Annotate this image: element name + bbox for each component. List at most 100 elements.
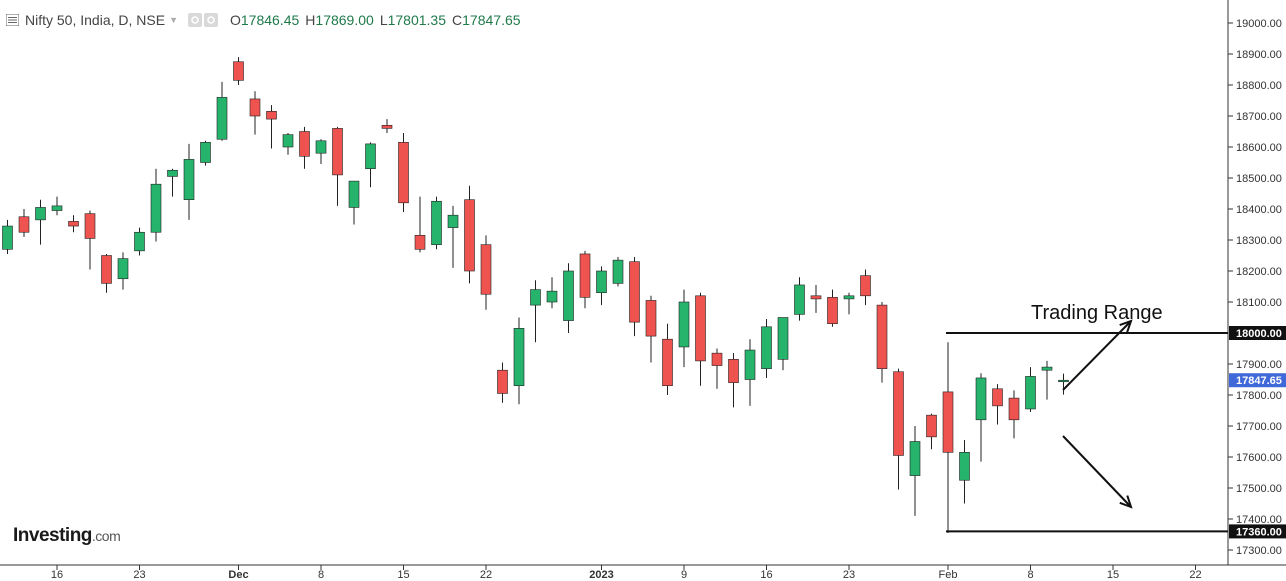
- candle-up[interactable]: [447, 214, 459, 228]
- y-tick-label: 17700.00: [1236, 421, 1282, 433]
- chevron-down-icon[interactable]: ▼: [169, 15, 178, 25]
- x-tick-label: 8: [1027, 569, 1033, 581]
- candle-up[interactable]: [761, 326, 772, 369]
- candle-up[interactable]: [183, 159, 195, 200]
- candle-up[interactable]: [282, 134, 294, 148]
- candle-up[interactable]: [959, 452, 970, 481]
- y-tick-label: 18600.00: [1236, 142, 1282, 154]
- candle-up[interactable]: [843, 295, 855, 300]
- menu-icon[interactable]: [6, 14, 19, 26]
- candle-up[interactable]: [975, 377, 987, 421]
- y-tick-label: 17400.00: [1236, 514, 1282, 526]
- range-low-price-label: 17360.00: [1236, 526, 1282, 538]
- candle-down[interactable]: [860, 275, 871, 297]
- y-tick-label: 19000.00: [1236, 18, 1282, 30]
- candle-up[interactable]: [909, 441, 921, 476]
- range-low-price-label-bg: [1229, 524, 1286, 539]
- candle-down[interactable]: [332, 128, 343, 176]
- candle-down[interactable]: [942, 391, 954, 453]
- candle-down[interactable]: [233, 61, 244, 81]
- x-tick-label: 9: [681, 569, 687, 581]
- compare-icon[interactable]: [203, 13, 218, 27]
- candle-down[interactable]: [827, 297, 838, 325]
- candle-down[interactable]: [810, 295, 822, 300]
- candle-down[interactable]: [728, 359, 739, 383]
- candle-down[interactable]: [299, 131, 310, 157]
- candle-up[interactable]: [117, 258, 129, 280]
- y-tick-label: 17300.00: [1236, 545, 1282, 557]
- x-tick-label: Feb: [939, 569, 958, 581]
- candle-down[interactable]: [1008, 397, 1020, 421]
- settings-icon[interactable]: [187, 13, 202, 27]
- y-tick-label: 18800.00: [1236, 80, 1282, 92]
- candle-down[interactable]: [249, 98, 261, 117]
- candle-down[interactable]: [992, 388, 1003, 407]
- arrow-down-head: [1119, 495, 1133, 509]
- candle-down[interactable]: [414, 235, 426, 250]
- y-tick-label: 18900.00: [1236, 49, 1282, 61]
- candle-down[interactable]: [497, 369, 508, 394]
- candle-down[interactable]: [645, 300, 657, 337]
- candle-down[interactable]: [926, 414, 937, 438]
- y-tick-label: 18300.00: [1236, 235, 1282, 247]
- candle-down[interactable]: [695, 295, 706, 362]
- current-price-label: 17847.65: [1236, 375, 1282, 387]
- candle-down[interactable]: [662, 338, 673, 387]
- candle-up[interactable]: [167, 169, 178, 177]
- candle-up[interactable]: [744, 349, 756, 380]
- trading-range-label: Trading Range: [1031, 302, 1163, 324]
- candle-down[interactable]: [101, 255, 112, 284]
- candle-down[interactable]: [68, 221, 79, 227]
- arrow-down: [1062, 435, 1132, 508]
- candle-up[interactable]: [794, 284, 805, 315]
- candle-down[interactable]: [893, 371, 904, 456]
- candle-down[interactable]: [398, 142, 409, 204]
- current-price-label-bg: [1229, 373, 1286, 388]
- candle-up[interactable]: [315, 140, 327, 154]
- candle-up[interactable]: [348, 180, 360, 208]
- candle-down[interactable]: [480, 244, 492, 295]
- candle-up[interactable]: [216, 97, 228, 140]
- ohlc-low: L17801.35: [379, 12, 447, 28]
- x-tick-label: 23: [843, 569, 855, 581]
- candle-up[interactable]: [35, 207, 46, 221]
- candle-up[interactable]: [612, 259, 624, 284]
- arrow-up: [1062, 320, 1132, 391]
- candle-down[interactable]: [381, 125, 393, 129]
- candle-up[interactable]: [546, 290, 558, 303]
- candle-up[interactable]: [365, 143, 376, 169]
- x-tick-label: 15: [1107, 569, 1119, 581]
- candle-up[interactable]: [530, 289, 541, 306]
- candle-up[interactable]: [2, 225, 13, 250]
- y-tick-label: 18700.00: [1236, 111, 1282, 123]
- x-tick-label: 15: [397, 569, 409, 581]
- candle-down[interactable]: [629, 261, 640, 323]
- candle-up[interactable]: [200, 142, 211, 163]
- y-tick-label: 18500.00: [1236, 173, 1282, 185]
- candle-up[interactable]: [678, 301, 690, 348]
- candle-up[interactable]: [1058, 379, 1069, 383]
- x-tick-label: 22: [480, 569, 492, 581]
- candle-down[interactable]: [84, 213, 96, 239]
- candle-up[interactable]: [1041, 366, 1053, 371]
- candle-down[interactable]: [464, 199, 475, 272]
- symbol-label[interactable]: Nifty 50, India, D, NSE: [25, 12, 166, 28]
- candle-down[interactable]: [711, 352, 723, 366]
- candle-up[interactable]: [150, 183, 162, 233]
- candle-up[interactable]: [777, 317, 789, 360]
- candle-up[interactable]: [513, 328, 525, 387]
- x-tick-label: 22: [1189, 569, 1201, 581]
- candle-down[interactable]: [579, 253, 591, 298]
- candle-down[interactable]: [18, 216, 30, 233]
- candle-up[interactable]: [1025, 376, 1036, 410]
- x-tick-label: 16: [51, 569, 63, 581]
- x-tick-label: 16: [760, 569, 772, 581]
- candle-up[interactable]: [431, 200, 442, 245]
- candle-up[interactable]: [134, 231, 145, 252]
- candle-down[interactable]: [876, 304, 888, 369]
- candle-up[interactable]: [51, 205, 63, 211]
- candle-up[interactable]: [563, 270, 574, 321]
- candle-down[interactable]: [266, 111, 277, 120]
- candle-up[interactable]: [596, 270, 607, 294]
